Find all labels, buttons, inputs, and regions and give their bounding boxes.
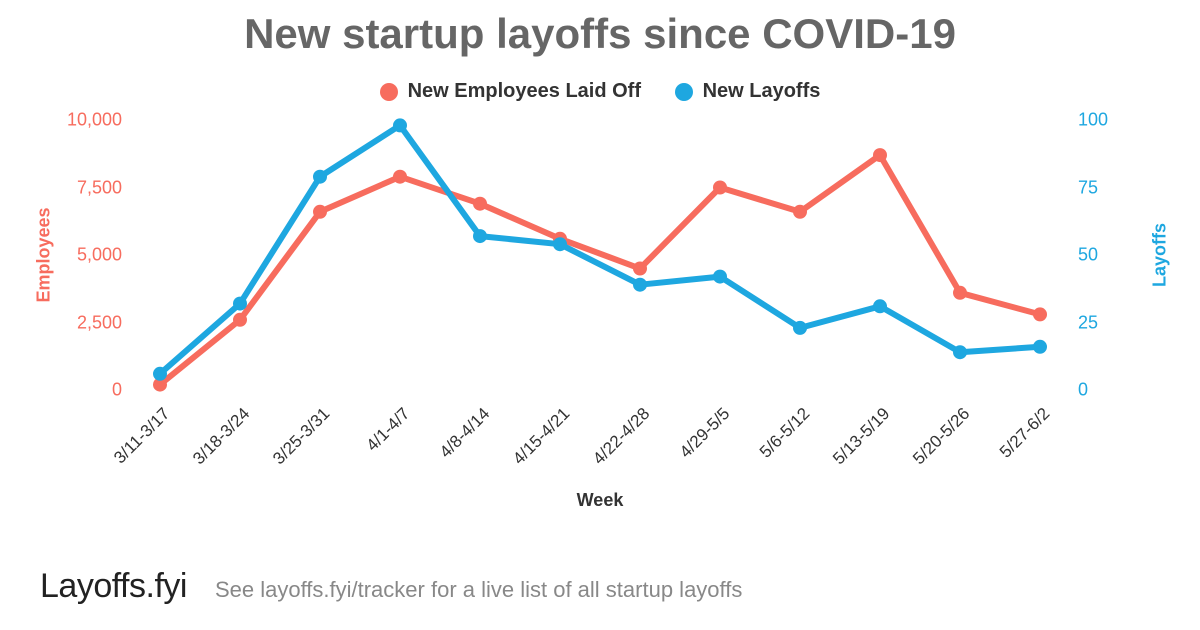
series-marker [553,237,567,251]
x-tick: 3/25-3/31 [269,404,334,469]
x-tick: 4/1-4/7 [363,404,415,456]
legend-item-employees: New Employees Laid Off [380,80,641,103]
y-right-tick: 100 [1078,110,1200,131]
x-tick: 4/8-4/14 [436,404,494,462]
x-ticks: 3/11-3/173/18-3/243/25-3/314/1-4/74/8-4/… [130,398,1070,498]
x-tick: 3/18-3/24 [189,404,254,469]
x-tick: 5/27-6/2 [996,404,1054,462]
legend-item-layoffs: New Layoffs [675,80,821,103]
plot-area [130,120,1070,390]
series-marker [1033,340,1047,354]
y-left-tick: 0 [0,380,122,401]
series-marker [793,205,807,219]
x-axis-label: Week [0,490,1200,511]
series-marker [713,270,727,284]
series-marker [713,181,727,195]
series-marker [393,118,407,132]
brand-logo-text: Layoffs.fyi [40,567,187,606]
series-marker [393,170,407,184]
series-marker [313,170,327,184]
y-left-tick: 2,500 [0,312,122,333]
y-right-axis-label: Layoffs [1150,223,1171,287]
chart-legend: New Employees Laid Off New Layoffs [0,80,1200,107]
series-marker [953,345,967,359]
footer-caption: See layoffs.fyi/tracker for a live list … [215,577,742,603]
series-marker [953,286,967,300]
series-line [160,155,1040,385]
series-marker [873,148,887,162]
legend-label: New Employees Laid Off [408,80,641,103]
y-left-ticks: 02,5005,0007,50010,000 [0,120,122,390]
x-tick: 5/6-5/12 [756,404,814,462]
plot-svg [130,120,1070,390]
x-tick: 5/20-5/26 [909,404,974,469]
legend-dot-red [380,83,398,101]
chart-title: New startup layoffs since COVID-19 [0,10,1200,58]
y-left-tick: 10,000 [0,110,122,131]
chart-card: New startup layoffs since COVID-19 New E… [0,0,1200,630]
series-marker [873,299,887,313]
y-right-tick: 25 [1078,312,1200,333]
x-tick: 4/22-4/28 [589,404,654,469]
y-right-ticks: 0255075100 [1078,120,1200,390]
footer: Layoffs.fyi See layoffs.fyi/tracker for … [40,567,742,606]
y-right-tick: 50 [1078,245,1200,266]
x-tick: 4/29-5/5 [676,404,734,462]
series-marker [153,367,167,381]
series-marker [233,313,247,327]
series-marker [473,229,487,243]
y-right-tick: 75 [1078,177,1200,198]
series-marker [793,321,807,335]
series-marker [473,197,487,211]
x-tick: 5/13-5/19 [829,404,894,469]
series-marker [633,262,647,276]
y-left-tick: 7,500 [0,177,122,198]
x-tick: 3/11-3/17 [110,404,174,468]
x-tick: 4/15-4/21 [509,404,574,469]
series-marker [633,278,647,292]
legend-dot-blue [675,83,693,101]
y-left-tick: 5,000 [0,245,122,266]
y-left-axis-label: Employees [34,207,55,302]
y-right-tick: 0 [1078,380,1200,401]
legend-label: New Layoffs [703,80,821,103]
series-marker [313,205,327,219]
series-marker [233,297,247,311]
series-marker [1033,307,1047,321]
